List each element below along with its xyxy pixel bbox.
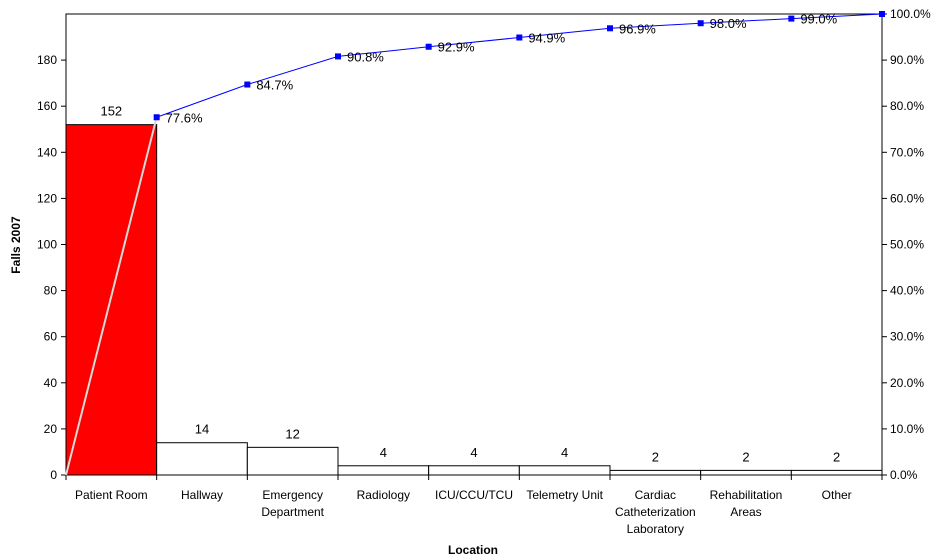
cumulative-line-layer — [65, 11, 885, 476]
bar-5 — [518, 465, 611, 476]
bar-value-label: 14 — [195, 422, 209, 437]
cumulative-percent-label: 77.6% — [166, 110, 203, 125]
bar-value-label: 4 — [561, 445, 568, 460]
bar-value-label: 2 — [833, 449, 840, 464]
cumulative-diagonal — [65, 117, 158, 476]
bar-value-label: 4 — [470, 445, 477, 460]
category-label-line: Catheterization — [615, 505, 696, 519]
category-label: Radiology — [357, 488, 410, 502]
y-tick-label: 60 — [44, 330, 58, 344]
category-label-line: Patient Room — [75, 488, 148, 502]
cumulative-marker — [879, 11, 885, 17]
y2-tick-label: 80.0% — [890, 99, 924, 113]
cumulative-marker — [425, 43, 432, 50]
category-label-line: Emergency — [262, 488, 323, 502]
y2-tick-label: 20.0% — [890, 376, 924, 390]
bar-2 — [246, 446, 339, 476]
y2-tick-label: 10.0% — [890, 422, 924, 436]
y-tick-label: 180 — [37, 53, 57, 67]
cumulative-marker — [697, 20, 704, 27]
bars-layer — [65, 124, 883, 476]
category-label: Rehabilitation Areas — [710, 488, 783, 519]
bar-value-label: 12 — [285, 426, 299, 441]
cumulative-marker — [153, 114, 160, 121]
category-label-line: Department — [261, 505, 324, 519]
plot-area-frame — [65, 13, 883, 476]
y2-tick-label: 0.0% — [890, 468, 918, 482]
category-label-line: Telemetry Unit — [526, 488, 603, 502]
cumulative-percent-label: 94.9% — [528, 31, 565, 46]
bar-value-label: 152 — [100, 104, 122, 119]
bar-value-label: 2 — [742, 449, 749, 464]
category-label-line: Cardiac — [635, 488, 676, 502]
y-tick-label: 100 — [37, 238, 57, 252]
bar-value-label: 4 — [380, 445, 387, 460]
x-axis-title: Location — [448, 543, 498, 557]
y-tick-label: 80 — [44, 284, 58, 298]
category-label: Patient Room — [75, 488, 148, 502]
category-label-line: Hallway — [181, 488, 223, 502]
y2-tick-label: 30.0% — [890, 330, 924, 344]
y-tick-label: 160 — [37, 99, 57, 113]
bar-8 — [790, 469, 883, 476]
bar-6 — [609, 469, 702, 476]
ticks-layer: 0 20 40 60 80 100 120 140 160 180 0.0% 10.0% 20.0% 30… — [37, 7, 931, 482]
cumulative-line — [156, 13, 883, 118]
category-label-line: Rehabilitation — [710, 488, 783, 502]
category-label: ICU/CCU/TCU — [435, 488, 513, 502]
bar-7 — [700, 469, 792, 476]
category-label-line: Areas — [730, 505, 761, 519]
bar-4 — [428, 465, 520, 476]
cumulative-percent-label: 99.0% — [800, 12, 837, 27]
category-label: Telemetry Unit — [526, 488, 603, 502]
y2-tick-label: 40.0% — [890, 284, 924, 298]
cumulative-percent-label: 96.9% — [619, 21, 656, 36]
y-tick-label: 20 — [44, 422, 58, 436]
category-labels-layer: Patient Room Hallway Emergency Department Ra… — [75, 488, 852, 536]
category-label: Cardiac Catheterization Laboratory — [615, 488, 696, 536]
y-tick-label: 120 — [37, 191, 57, 205]
y-axis-title: Falls 2007 — [9, 216, 23, 274]
category-label: Other — [822, 488, 852, 502]
cumulative-percent-label: 84.7% — [256, 78, 293, 93]
data-labels-layer: 152 14 12 4 4 4 2 2 2 77.6% 84.7% 90.8% 92.9% 94.9% 96… — [100, 12, 840, 465]
y-tick-label: 40 — [44, 376, 58, 390]
bar-3 — [337, 465, 430, 476]
cumulative-percent-label: 98.0% — [710, 16, 747, 31]
cumulative-marker — [335, 53, 341, 60]
y2-tick-label: 100.0% — [890, 7, 931, 21]
y2-tick-label: 50.0% — [890, 238, 924, 252]
cumulative-percent-label: 90.8% — [347, 49, 384, 64]
category-label-line: Laboratory — [627, 522, 684, 536]
category-label: Hallway — [181, 488, 223, 502]
y-tick-label: 140 — [37, 145, 57, 159]
cumulative-marker — [607, 25, 613, 32]
cumulative-marker — [244, 81, 251, 88]
y2-tick-label: 60.0% — [890, 191, 924, 205]
category-label-line: Radiology — [357, 488, 410, 502]
y2-tick-label: 70.0% — [890, 145, 924, 159]
y2-tick-label: 90.0% — [890, 53, 924, 67]
cumulative-percent-label: 92.9% — [438, 40, 475, 55]
axes-layer — [65, 13, 883, 476]
category-label-line: ICU/CCU/TCU — [435, 488, 513, 502]
cumulative-marker — [516, 34, 523, 41]
category-label: Emergency Department — [261, 488, 324, 519]
cumulative-marker — [788, 15, 795, 22]
category-label-line: Other — [822, 488, 852, 502]
bar-1 — [156, 442, 248, 476]
y-tick-label: 0 — [50, 468, 57, 482]
bar-value-label: 2 — [652, 449, 659, 464]
